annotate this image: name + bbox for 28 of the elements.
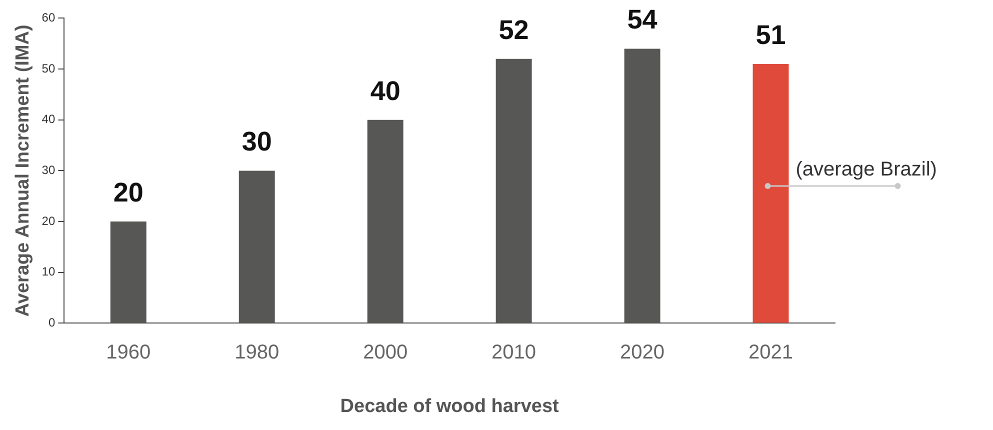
y-tick-label: 0 [48, 316, 56, 330]
bar [110, 222, 146, 323]
data-label: 54 [627, 4, 658, 35]
bar [238, 170, 275, 323]
x-axis-title: Decade of wood harvest [340, 396, 560, 417]
bar [624, 48, 660, 323]
bar [367, 120, 404, 323]
y-tick-label: 30 [42, 163, 56, 178]
x-tick-label: 2010 [492, 342, 536, 364]
data-label: 20 [113, 177, 144, 208]
x-tick-label: 1980 [234, 342, 280, 364]
data-label: 52 [498, 14, 529, 45]
y-tick-label: 20 [42, 214, 56, 228]
x-tick-label: 2020 [620, 342, 665, 364]
y-tick-label: 10 [42, 264, 56, 279]
data-label: 51 [756, 20, 786, 50]
y-tick-label: 50 [42, 61, 56, 76]
y-axis-title: Average Annual Increment (IMA) [12, 24, 34, 317]
x-tick-label: 2021 [748, 342, 794, 364]
annotation: (average Brazil) [796, 158, 937, 180]
data-label: 40 [370, 76, 400, 106]
y-tick-label: 40 [42, 112, 56, 126]
y-tick-label: 60 [42, 10, 56, 25]
bar [496, 58, 532, 323]
bar [752, 64, 789, 323]
x-tick-label: 2000 [363, 342, 408, 364]
x-tick-label: 1960 [106, 342, 151, 364]
data-label: 30 [242, 126, 272, 157]
